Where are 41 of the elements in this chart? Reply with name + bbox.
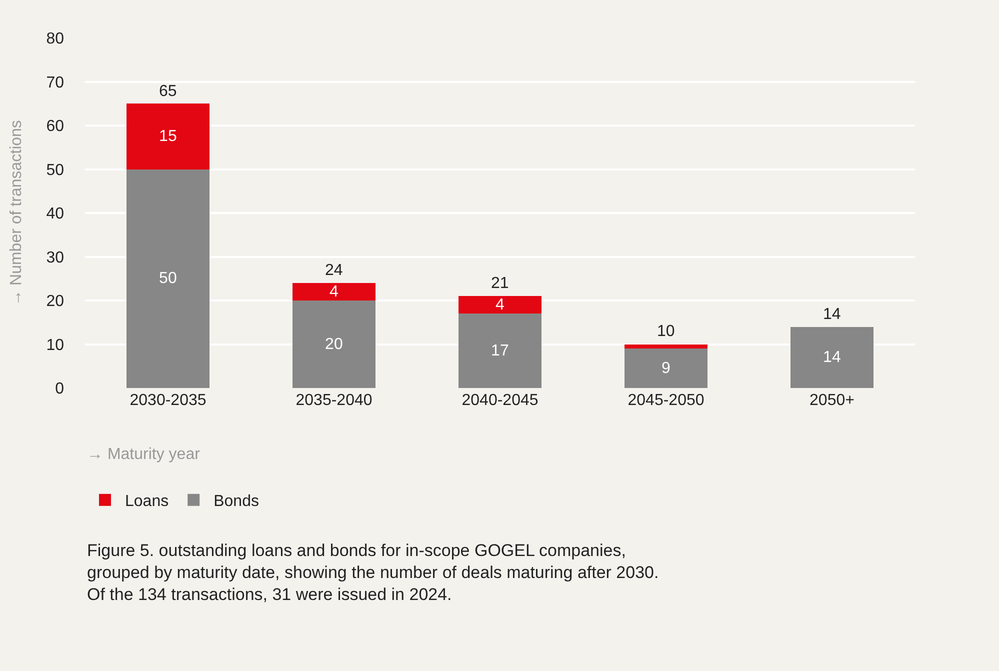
y-tick-label: 20 — [46, 293, 64, 310]
bar — [790, 326, 874, 388]
y-tick-label: 30 — [46, 249, 64, 266]
y-tick-label: 80 — [46, 30, 64, 48]
bar — [126, 104, 210, 170]
data-label: 20 — [325, 336, 343, 353]
data-label: 14 — [823, 348, 841, 366]
y-tick-label: 10 — [46, 336, 64, 354]
data-label: 4 — [330, 283, 338, 300]
x-tick-label: 2040-2045 — [462, 392, 538, 409]
x-tick-label: 2045-2050 — [628, 392, 704, 409]
x-axis-title: → Maturity year — [87, 446, 201, 463]
bar — [292, 300, 376, 388]
legend-label: Loans — [125, 493, 169, 510]
data-label: 15 — [159, 128, 177, 145]
y-tick-label: 60 — [46, 118, 64, 136]
y-tick-label: 0 — [55, 380, 64, 398]
total-label: 10 — [657, 323, 675, 340]
y-tick-label: 50 — [46, 162, 64, 179]
x-tick-label: 2035-2040 — [296, 392, 372, 409]
y-axis-title: → Number of transactions — [8, 120, 26, 306]
bar — [458, 314, 542, 388]
total-label: 14 — [823, 306, 841, 323]
total-label: 21 — [491, 275, 509, 292]
data-label: 17 — [491, 342, 509, 360]
bar — [624, 348, 708, 388]
bar — [126, 169, 210, 388]
total-label: 65 — [159, 83, 177, 100]
legend-label: Bonds — [214, 493, 259, 510]
data-label: 50 — [159, 270, 177, 288]
data-label: 9 — [662, 360, 670, 377]
x-tick-label: 2050+ — [810, 392, 854, 409]
data-label: 4 — [496, 296, 504, 314]
x-tick-label: 2030-2035 — [130, 392, 206, 409]
bar — [292, 283, 376, 300]
caption: Figure 5. outstanding loans and bonds for in-scope GOGEL companies, grouped by maturity date, showing the number of deals maturing after 2030. Of the 134 transactions, 31 were issued in 2024. — [87, 541, 659, 604]
y-tick-label: 40 — [46, 206, 64, 223]
y-tick-label: 70 — [46, 74, 64, 92]
bar — [458, 296, 542, 314]
bar — [624, 344, 708, 349]
total-label: 24 — [325, 262, 343, 279]
